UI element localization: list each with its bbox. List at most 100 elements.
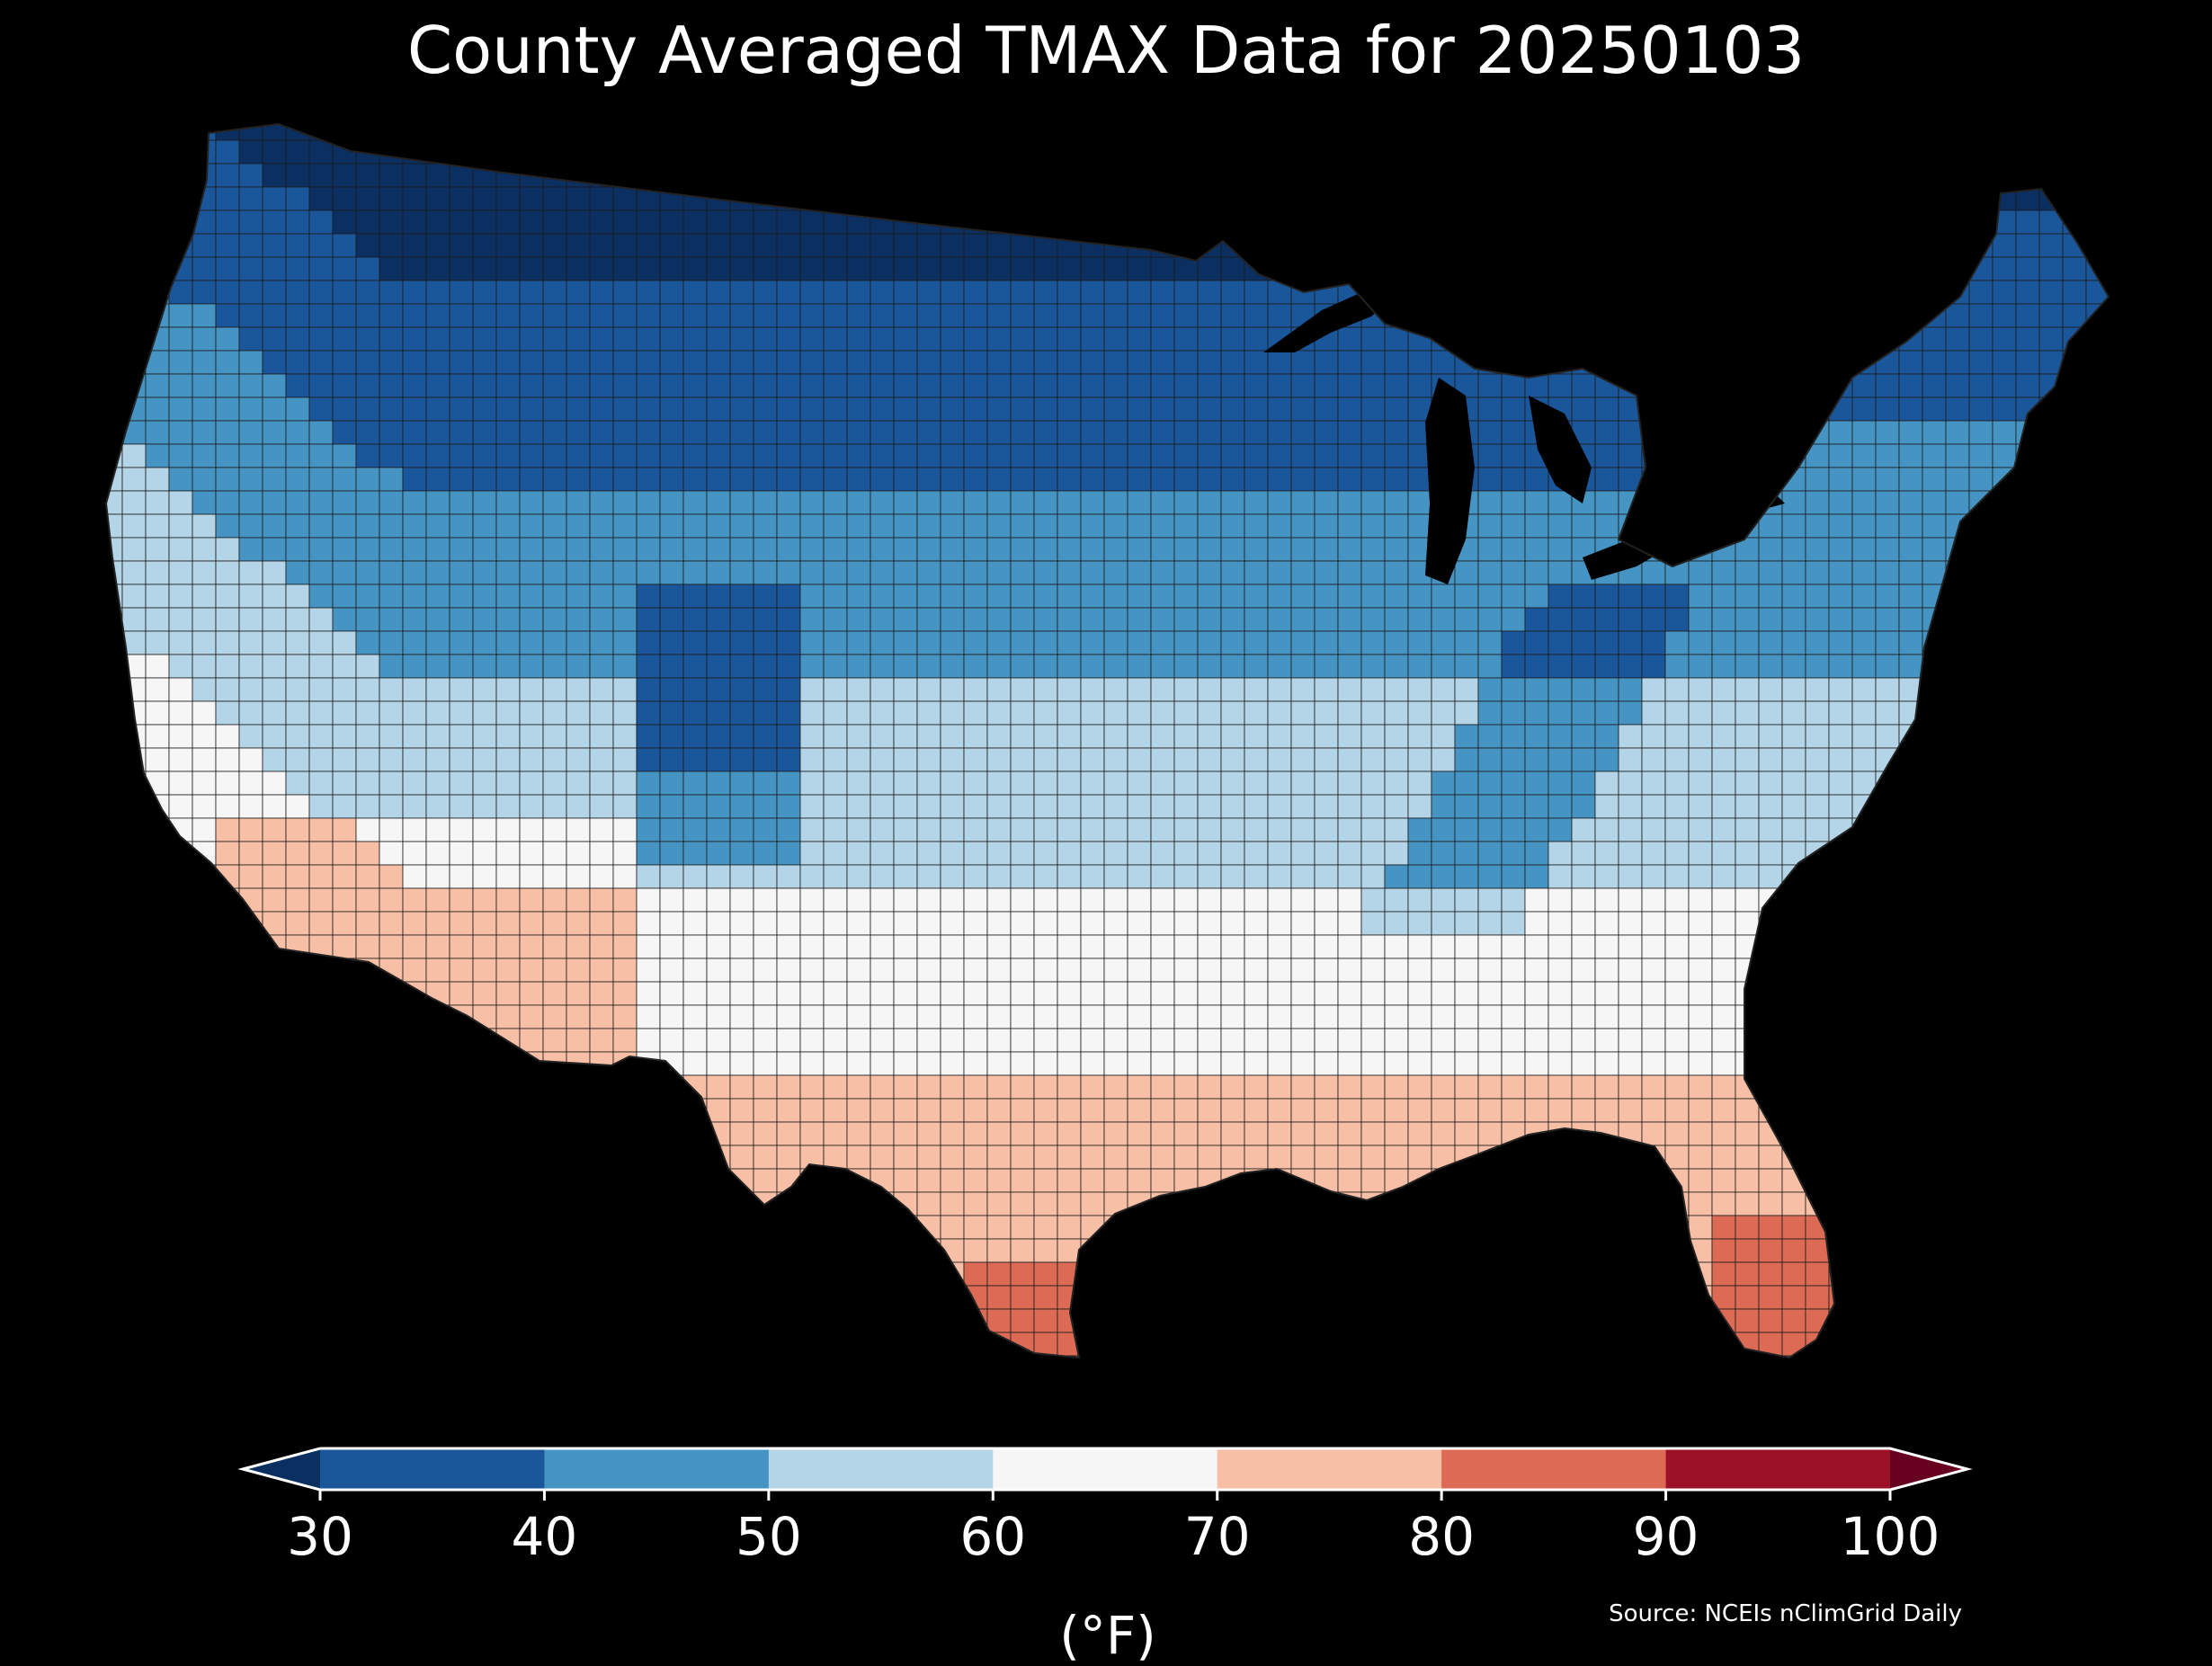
county-cell — [682, 233, 708, 258]
county-cell — [145, 467, 170, 492]
county-cell — [355, 233, 380, 258]
county-cell — [542, 326, 567, 352]
county-cell — [285, 233, 310, 258]
county-cell — [916, 303, 941, 328]
county-cell — [1173, 396, 1199, 422]
county-cell — [659, 326, 684, 352]
county-cell — [308, 163, 334, 188]
county-cell — [449, 350, 474, 375]
county-cell — [238, 490, 263, 515]
county-cell — [1150, 443, 1175, 468]
county-cell — [379, 163, 404, 188]
county-cell — [1033, 467, 1058, 492]
county-cell — [1150, 256, 1175, 281]
county-cell — [285, 326, 310, 352]
county-cell — [1150, 467, 1175, 492]
county-cell — [192, 350, 217, 375]
county-cell — [1898, 420, 1923, 445]
county-cell — [1244, 373, 1269, 398]
county-cell — [1033, 513, 1058, 539]
county-cell — [1173, 443, 1199, 468]
county-cell — [1828, 467, 1853, 492]
county-cell — [916, 350, 941, 375]
county-cell — [659, 209, 684, 235]
county-cell — [916, 420, 941, 445]
county-cell — [379, 326, 404, 352]
county-cell — [1945, 443, 1970, 468]
county-cell — [1010, 420, 1035, 445]
county-cell — [1057, 373, 1082, 398]
county-cell — [1314, 537, 1339, 562]
colorbar-tick-label-70: 70 — [1183, 1506, 1251, 1567]
county-cell — [1618, 420, 1643, 445]
county-cell — [799, 513, 825, 539]
county-cell — [1618, 443, 1643, 468]
county-cell — [893, 326, 918, 352]
county-cell — [916, 233, 941, 258]
county-cell — [636, 467, 661, 492]
county-cell — [1220, 467, 1245, 492]
county-cell — [566, 233, 591, 258]
county-cell — [986, 420, 1012, 445]
county-cell — [706, 373, 731, 398]
county-cell — [799, 256, 825, 281]
county-cell — [1360, 490, 1386, 515]
county-cell — [425, 396, 450, 422]
county-cell — [472, 350, 497, 375]
county-cell — [1103, 396, 1128, 422]
county-cell — [1501, 420, 1526, 445]
county-cell — [192, 303, 217, 328]
county-cell — [215, 373, 240, 398]
county-cell — [379, 186, 404, 211]
county-cell — [566, 560, 591, 585]
county-cell — [940, 233, 965, 258]
county-cell — [566, 350, 591, 375]
county-cell — [729, 326, 754, 352]
county-cell — [1758, 537, 1783, 562]
county-cell — [1290, 467, 1316, 492]
county-cell — [1337, 537, 1362, 562]
county-cell — [308, 537, 334, 562]
county-cell — [1057, 280, 1082, 305]
county-cell — [215, 256, 240, 281]
county-cell — [1197, 326, 1222, 352]
county-cell — [893, 280, 918, 305]
colorbar-tick-label-40: 40 — [511, 1506, 578, 1567]
county-cell — [612, 420, 638, 445]
county-cell — [542, 233, 567, 258]
county-cell — [402, 350, 427, 375]
county-cell — [1267, 513, 1292, 539]
county-cell — [729, 350, 754, 375]
county-cell — [986, 467, 1012, 492]
county-cell — [1290, 537, 1316, 562]
county-cell — [1922, 396, 1947, 422]
county-cell — [542, 186, 567, 211]
county-cell — [402, 303, 427, 328]
county-cell — [542, 373, 567, 398]
county-cell — [659, 396, 684, 422]
county-cell — [379, 467, 404, 492]
county-cell — [659, 490, 684, 515]
county-cell — [472, 186, 497, 211]
county-cell — [519, 420, 544, 445]
county-cell — [1968, 350, 1993, 375]
county-cell — [753, 233, 778, 258]
colorbar-tick-label-60: 60 — [959, 1506, 1027, 1567]
county-cell — [659, 560, 684, 585]
county-cell — [379, 280, 404, 305]
county-cell — [238, 560, 263, 585]
county-cell — [1407, 490, 1432, 515]
county-cell — [192, 490, 217, 515]
county-cell — [659, 280, 684, 305]
county-cell — [1103, 537, 1128, 562]
county-cell — [1033, 420, 1058, 445]
county-cell — [1103, 513, 1128, 539]
county-cell — [449, 420, 474, 445]
county-cell — [379, 490, 404, 515]
county-cell — [706, 560, 731, 585]
county-cell — [168, 467, 193, 492]
county-cell — [238, 280, 263, 305]
county-cell — [1127, 513, 1152, 539]
county-cell — [589, 513, 614, 539]
county-cell — [1267, 396, 1292, 422]
